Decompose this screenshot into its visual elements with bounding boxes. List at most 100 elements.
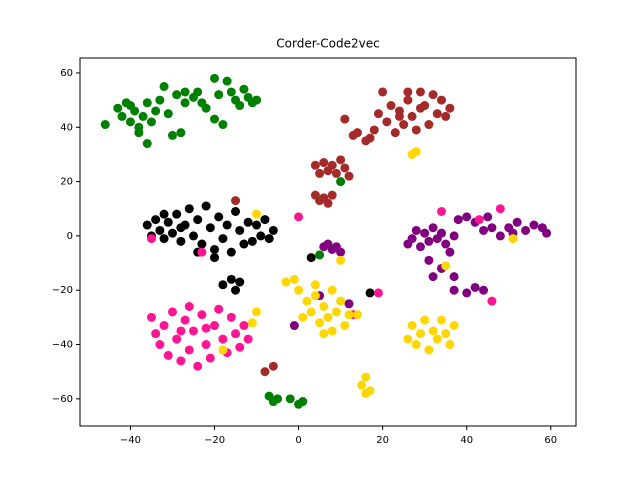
point (352, 310, 362, 320)
point (436, 315, 446, 325)
point (449, 272, 459, 282)
point (163, 217, 173, 227)
point (226, 247, 236, 257)
point (222, 220, 232, 230)
point (428, 272, 438, 282)
point (184, 345, 194, 355)
point (243, 217, 253, 227)
point (151, 215, 161, 225)
point (172, 90, 182, 100)
point (210, 244, 220, 254)
point (327, 160, 337, 170)
point (331, 307, 341, 317)
point (415, 242, 425, 252)
point (218, 234, 228, 244)
point (159, 82, 169, 92)
point (155, 95, 165, 105)
y-tick-label: −20 (52, 285, 73, 296)
point (420, 228, 430, 238)
point (210, 253, 220, 263)
point (348, 130, 358, 140)
point (281, 277, 291, 287)
point (441, 261, 451, 271)
point (310, 160, 320, 170)
point (218, 280, 228, 290)
point (449, 285, 459, 295)
y-tick-label: 0 (67, 231, 73, 242)
point (319, 329, 329, 339)
point (151, 329, 161, 339)
point (495, 231, 505, 241)
x-tick-label: 20 (376, 435, 389, 446)
point (394, 111, 404, 121)
point (298, 312, 308, 322)
point (428, 90, 438, 100)
point (411, 147, 421, 157)
point (411, 125, 421, 135)
point (453, 215, 463, 225)
point (462, 212, 472, 222)
point (193, 87, 203, 97)
point (357, 380, 367, 390)
point (226, 87, 236, 97)
point (193, 215, 203, 225)
point (214, 90, 224, 100)
point (436, 228, 446, 238)
point (184, 204, 194, 214)
point (142, 139, 152, 149)
point (193, 361, 203, 371)
point (373, 288, 383, 298)
point (323, 198, 333, 208)
point (521, 225, 531, 235)
point (231, 285, 241, 295)
point (142, 220, 152, 230)
point (302, 296, 312, 306)
point (167, 130, 177, 140)
point (176, 236, 186, 246)
point (117, 111, 127, 121)
point (529, 220, 539, 230)
point (445, 247, 455, 257)
point (403, 87, 413, 97)
point (201, 201, 211, 211)
point (172, 334, 182, 344)
point (479, 225, 489, 235)
point (176, 223, 186, 233)
x-tick-label: 60 (544, 435, 557, 446)
point (373, 109, 383, 119)
point (125, 101, 135, 111)
point (159, 321, 169, 331)
x-tick-label: 40 (460, 435, 473, 446)
point (218, 334, 228, 344)
point (235, 277, 245, 287)
point (226, 274, 236, 284)
point (487, 296, 497, 306)
point (449, 321, 459, 331)
point (159, 209, 169, 219)
point (134, 128, 144, 138)
point (327, 326, 337, 336)
point (239, 84, 249, 94)
y-tick-label: 20 (60, 177, 73, 188)
point (294, 285, 304, 295)
point (231, 196, 241, 206)
y-tick-label: −60 (52, 394, 73, 405)
point (218, 345, 228, 355)
point (369, 125, 379, 135)
point (462, 288, 472, 298)
point (327, 285, 337, 295)
point (184, 302, 194, 312)
point (201, 340, 211, 350)
point (176, 356, 186, 366)
point (344, 171, 354, 181)
point (125, 117, 135, 127)
point (226, 312, 236, 322)
x-tick-label: −40 (120, 435, 141, 446)
point (336, 247, 346, 257)
point (483, 212, 493, 222)
point (361, 372, 371, 382)
point (231, 206, 241, 216)
point (336, 255, 346, 265)
point (197, 239, 207, 249)
point (327, 190, 337, 200)
